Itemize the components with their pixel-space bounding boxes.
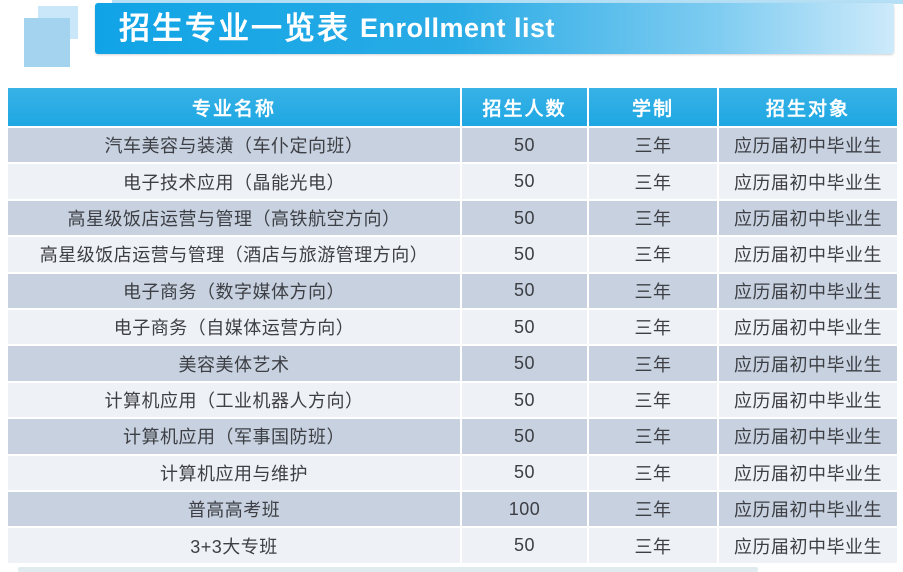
cell-major: 高星级饭店运营与管理（高铁航空方向） [6,198,462,238]
cell-enrollment: 50 [460,235,589,274]
table-row: 计算机应用（军事国防班） 50 三年 应历届初中毕业生 [6,417,899,456]
cell-duration: 三年 [587,526,719,565]
title-banner: 招生专业一览表 Enrollment list [95,3,894,54]
cell-enrollment: 100 [460,490,589,529]
table-row: 高星级饭店运营与管理（高铁航空方向） 50 三年 应历届初中毕业生 [6,198,899,238]
cell-enrollment: 50 [460,417,589,456]
enrollment-table: 专业名称 招生人数 学制 招生对象 汽车美容与装潢（车仆定向班） 50 三年 应历届初… [6,86,899,565]
cell-major: 计算机应用（工业机器人方向） [6,380,462,420]
cell-target: 应历届初中毕业生 [717,125,899,165]
cell-duration: 三年 [587,308,719,347]
cell-major: 高星级饭店运营与管理（酒店与旅游管理方向） [6,235,462,274]
col-header-enrollment: 招生人数 [460,86,589,128]
table-row: 电子技术应用（晶能光电） 50 三年 应历届初中毕业生 [6,162,899,201]
cell-target: 应历届初中毕业生 [717,526,899,565]
cell-major: 电子技术应用（晶能光电） [6,162,462,201]
cell-target: 应历届初中毕业生 [717,308,899,347]
cell-duration: 三年 [587,380,719,420]
cell-duration: 三年 [587,235,719,274]
page-title-cn: 招生专业一览表 [119,11,350,46]
table-row: 计算机应用（工业机器人方向） 50 三年 应历届初中毕业生 [6,380,899,420]
cell-enrollment: 50 [460,453,589,493]
cell-major: 电子商务（数字媒体方向） [6,271,462,311]
cell-major: 3+3大专班 [6,526,462,565]
cell-target: 应历届初中毕业生 [717,198,899,238]
cell-enrollment: 50 [460,526,589,565]
cell-target: 应历届初中毕业生 [717,490,899,529]
cell-target: 应历届初中毕业生 [717,380,899,420]
cell-major: 普高高考班 [6,490,462,529]
cell-duration: 三年 [587,271,719,311]
cell-enrollment: 50 [460,380,589,420]
table-body: 汽车美容与装潢（车仆定向班） 50 三年 应历届初中毕业生 电子技术应用（晶能光电） 50… [6,125,899,565]
table-row: 普高高考班 100 三年 应历届初中毕业生 [6,490,899,529]
cell-enrollment: 50 [460,162,589,201]
cell-major: 计算机应用与维护 [6,453,462,493]
cell-enrollment: 50 [460,198,589,238]
cell-enrollment: 50 [460,344,589,383]
col-header-target: 招生对象 [717,86,899,128]
table-row: 汽车美容与装潢（车仆定向班） 50 三年 应历届初中毕业生 [6,125,899,165]
page-title-en: Enrollment list [360,13,556,43]
cell-duration: 三年 [587,417,719,456]
table-row: 美容美体艺术 50 三年 应历届初中毕业生 [6,344,899,383]
cell-major: 电子商务（自媒体运营方向） [6,308,462,347]
cell-enrollment: 50 [460,271,589,311]
cell-major: 美容美体艺术 [6,344,462,383]
col-header-major: 专业名称 [6,86,462,128]
top-accent-strip [112,0,903,4]
cell-target: 应历届初中毕业生 [717,235,899,274]
cell-duration: 三年 [587,125,719,165]
table-row: 电子商务（自媒体运营方向） 50 三年 应历届初中毕业生 [6,308,899,347]
cell-target: 应历届初中毕业生 [717,271,899,311]
cell-duration: 三年 [587,490,719,529]
cell-duration: 三年 [587,453,719,493]
cell-target: 应历届初中毕业生 [717,417,899,456]
table-header-row: 专业名称 招生人数 学制 招生对象 [6,86,899,128]
cell-duration: 三年 [587,344,719,383]
cell-duration: 三年 [587,162,719,201]
cell-major: 汽车美容与装潢（车仆定向班） [6,125,462,165]
cell-target: 应历届初中毕业生 [717,344,899,383]
table-row: 3+3大专班 50 三年 应历届初中毕业生 [6,526,899,565]
col-header-duration: 学制 [587,86,719,128]
table-row: 高星级饭店运营与管理（酒店与旅游管理方向） 50 三年 应历届初中毕业生 [6,235,899,274]
cell-major: 计算机应用（军事国防班） [6,417,462,456]
cell-enrollment: 50 [460,308,589,347]
cell-target: 应历届初中毕业生 [717,453,899,493]
table-row: 计算机应用与维护 50 三年 应历届初中毕业生 [6,453,899,493]
bottom-edge-decoration [18,567,758,572]
decor-square-dark [24,18,70,67]
cell-enrollment: 50 [460,125,589,165]
table-row: 电子商务（数字媒体方向） 50 三年 应历届初中毕业生 [6,271,899,311]
cell-duration: 三年 [587,198,719,238]
cell-target: 应历届初中毕业生 [717,162,899,201]
